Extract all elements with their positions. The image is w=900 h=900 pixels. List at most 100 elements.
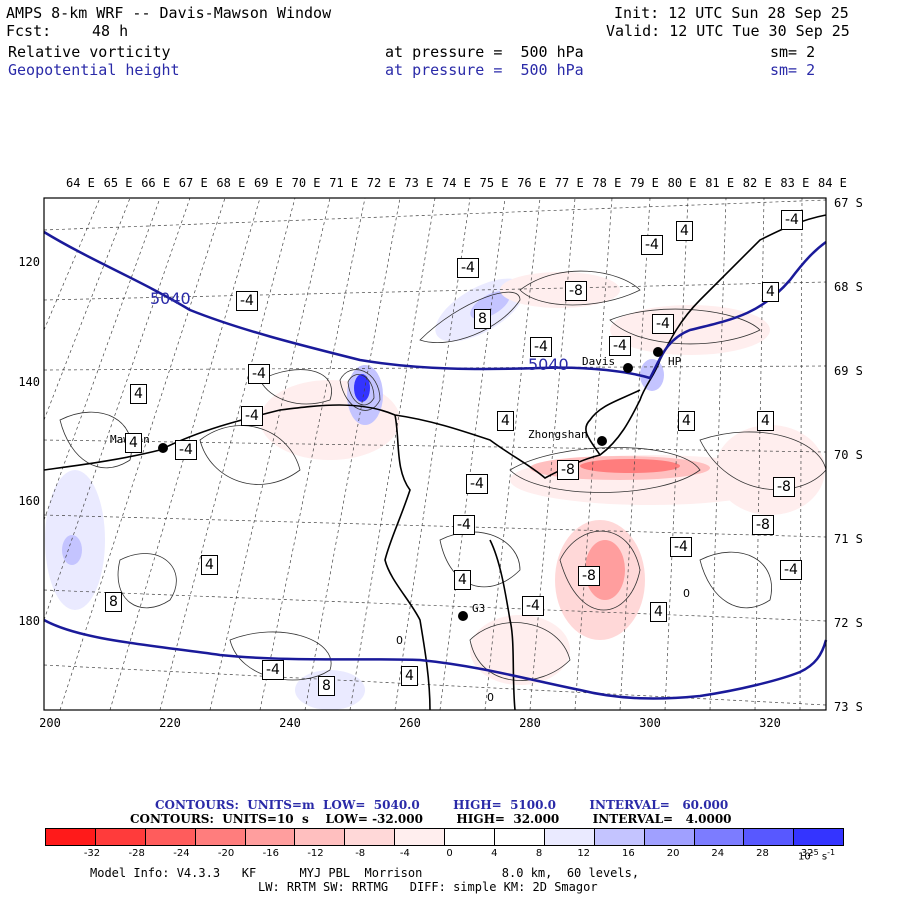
color-bar-tick: -16 xyxy=(262,848,279,859)
longitude-label: 79 E xyxy=(630,176,659,190)
color-bar-tick: 20 xyxy=(666,848,680,859)
x-axis-label: 320 xyxy=(759,716,781,730)
color-bar-tick: 0 xyxy=(446,848,453,859)
station-label-g3: G3 xyxy=(472,602,486,615)
longitude-label: 76 E xyxy=(517,176,547,190)
forecast-hour: 48 h xyxy=(92,22,129,40)
longitude-label: 80 E xyxy=(667,176,697,190)
vorticity-contour-label: 4 xyxy=(762,282,779,302)
vorticity-contour-label: -8 xyxy=(557,460,579,480)
color-bar-tick: 12 xyxy=(577,848,591,859)
vorticity-contour-label: -4 xyxy=(248,364,270,384)
station-label-zhongshan: Zhongshan xyxy=(528,428,588,441)
vorticity-contour-label: -4 xyxy=(453,515,475,535)
longitude-label: 65 E xyxy=(103,176,133,190)
vorticity-contour-label: 4 xyxy=(497,411,514,431)
latitude-label: 70 S xyxy=(834,448,863,462)
vorticity-contour-label: 4 xyxy=(676,221,693,241)
color-bar xyxy=(45,828,845,846)
longitude-label: 66 E xyxy=(141,176,171,190)
init-time: Init: 12 UTC Sun 28 Sep 25 xyxy=(614,4,849,22)
vorticity-contour-label: -4 xyxy=(609,336,631,356)
longitude-label: 72 E xyxy=(366,176,396,190)
y-axis-label: 180 xyxy=(18,613,40,628)
vorticity-contour-label: -8 xyxy=(565,281,587,301)
color-bar-segment xyxy=(94,829,145,845)
zhongshan-marker xyxy=(597,436,607,446)
longitude-label: 78 E xyxy=(592,176,622,190)
color-bar-segment xyxy=(394,829,445,845)
color-bar-tick: 16 xyxy=(622,848,635,859)
davis-marker xyxy=(623,363,633,373)
vorticity-contour-label: -4 xyxy=(236,291,258,311)
longitude-label: 75 E xyxy=(479,176,509,190)
color-bar-segment xyxy=(444,829,495,845)
color-bar-segment xyxy=(294,829,345,845)
color-bar-segment xyxy=(494,829,544,845)
vorticity-contour-label: -4 xyxy=(780,560,802,580)
longitude-label: 74 E xyxy=(442,176,471,190)
vorticity-contour-label: -4 xyxy=(262,660,284,680)
station-markers xyxy=(158,347,663,621)
longitude-label: 81 E xyxy=(705,176,735,190)
map-title: AMPS 8-km WRF -- Davis-Mawson Window xyxy=(6,4,332,22)
y-axis-label: 160 xyxy=(18,494,40,508)
color-bar-segment xyxy=(194,829,245,845)
latitude-label: 69 S xyxy=(834,364,863,378)
x-axis-label: 260 xyxy=(399,716,421,730)
color-bar-tick: -24 xyxy=(173,848,190,859)
color-bar-tick: -20 xyxy=(217,848,235,859)
longitude-label: 84 E xyxy=(818,176,847,190)
hp-marker xyxy=(653,347,663,357)
longitude-label: 69 E xyxy=(254,176,283,190)
color-bar-segment xyxy=(344,829,395,845)
x-axis-label: 300 xyxy=(639,716,661,730)
vorticity-contour-label: 0 xyxy=(487,691,494,704)
longitude-label: 73 E xyxy=(404,176,434,190)
field2-smoothing: sm= 2 xyxy=(770,61,816,79)
field1-name: Relative vorticity xyxy=(8,43,171,61)
field1-smoothing: sm= 2 xyxy=(770,43,816,61)
vorticity-shading xyxy=(45,272,825,710)
height-label: 5040 xyxy=(528,355,569,374)
mawson-marker xyxy=(158,443,168,453)
x-axis-label: 200 xyxy=(39,716,61,730)
vorticity-contour-label: 4 xyxy=(757,411,774,431)
color-bar-unit: 10-5 s-1 xyxy=(798,848,836,863)
vorticity-contour-label: 4 xyxy=(125,433,142,453)
x-axis-label: 220 xyxy=(159,716,181,730)
longitude-label: 82 E xyxy=(742,176,772,190)
color-bar-tick: -32 xyxy=(83,848,101,859)
model-info-line2: LW: RRTM SW: RRTMG DIFF: simple KM: 2D S… xyxy=(258,880,598,894)
color-bar-tick: 32 xyxy=(800,848,814,859)
vorticity-contour-label: -4 xyxy=(466,474,488,494)
field2-name: Geopotential height xyxy=(8,61,180,79)
map-frame xyxy=(43,197,827,711)
vorticity-contour-label: 0 xyxy=(396,634,403,647)
vorticity-contour-label: -4 xyxy=(175,440,197,460)
latitude-label: 67 S xyxy=(834,196,863,210)
vorticity-contour-label: -4 xyxy=(652,314,674,334)
longitude-label: 67 E xyxy=(178,176,208,190)
color-bar-segment xyxy=(793,829,844,845)
color-bar-segment xyxy=(743,829,794,845)
color-bar-segment xyxy=(643,829,694,845)
color-bar-segment xyxy=(543,829,594,845)
vorticity-contour-label: -4 xyxy=(457,258,479,278)
latitude-label: 68 S xyxy=(834,280,863,294)
color-bar-segment xyxy=(244,829,295,845)
x-axis-label: 240 xyxy=(279,716,301,730)
vorticity-contour-info: CONTOURS: UNITS=10 s LOW= -32.000 HIGH= … xyxy=(130,812,732,826)
height-contour-info: CONTOURS: UNITS=m LOW= 5040.0 HIGH= 5100… xyxy=(155,798,729,812)
color-bar-segment xyxy=(593,829,644,845)
height-label: 5040 xyxy=(150,289,191,308)
vorticity-contour-label: 4 xyxy=(678,411,695,431)
longitude-label: 70 E xyxy=(291,176,321,190)
vorticity-contour-label: 8 xyxy=(318,676,335,696)
color-bar-tick: -28 xyxy=(128,848,145,859)
field2-level: at pressure = 500 hPa xyxy=(385,61,584,79)
longitude-label: 68 E xyxy=(216,176,246,190)
vorticity-contour-label: 8 xyxy=(105,592,122,612)
vorticity-contour-label: -8 xyxy=(752,515,774,535)
